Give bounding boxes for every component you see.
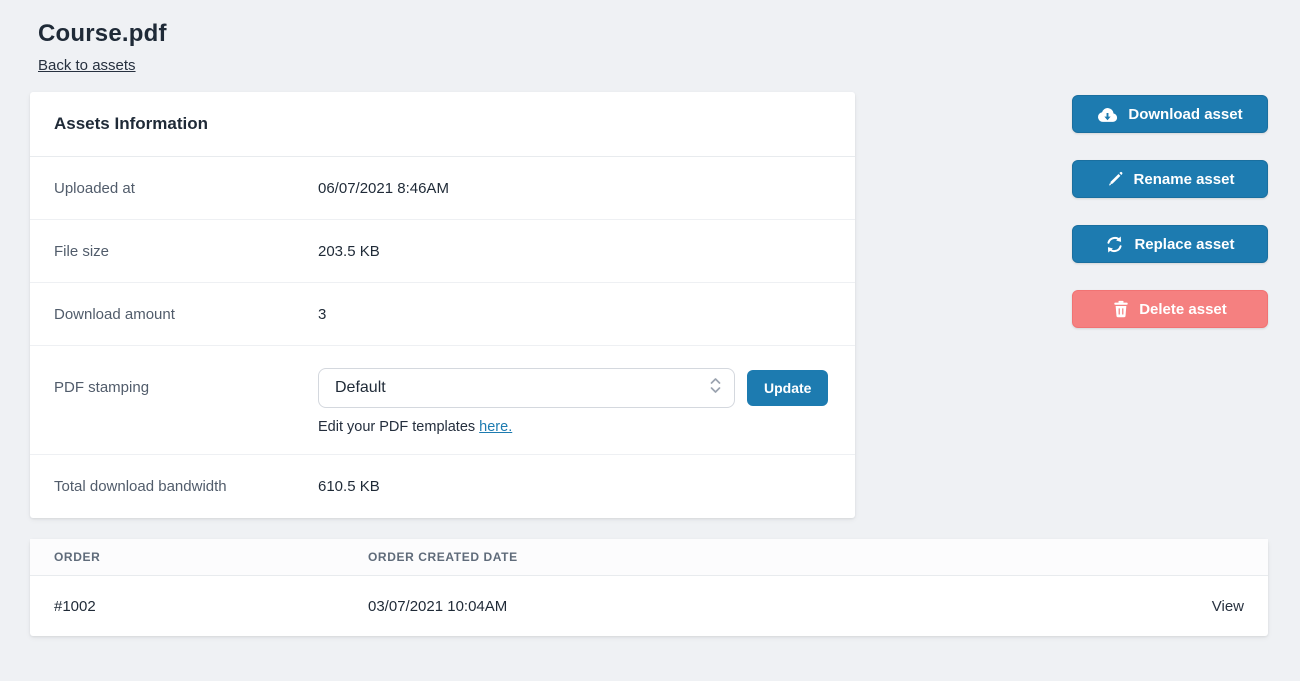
- download-asset-button[interactable]: Download asset: [1072, 95, 1268, 133]
- pdf-stamping-row: PDF stamping Default Updat: [30, 346, 855, 455]
- select-chevrons-icon: [710, 377, 721, 399]
- rename-asset-button[interactable]: Rename asset: [1072, 160, 1268, 198]
- assets-information-title: Assets Information: [30, 92, 855, 157]
- total-bandwidth-value: 610.5 KB: [318, 478, 380, 495]
- asset-actions: Download asset Rename asset: [1072, 95, 1268, 328]
- orders-table-header: ORDER ORDER CREATED DATE: [30, 539, 1268, 576]
- main-content: Assets Information Uploaded at 06/07/202…: [30, 92, 1268, 518]
- uploaded-at-row: Uploaded at 06/07/2021 8:46AM: [30, 157, 855, 220]
- pdf-stamping-controls: Default Update: [318, 368, 829, 408]
- pdf-templates-here-link[interactable]: here.: [479, 419, 513, 435]
- rename-asset-label: Rename asset: [1133, 170, 1235, 188]
- download-asset-label: Download asset: [1128, 105, 1243, 123]
- pdf-templates-helper-text: Edit your PDF templates: [318, 419, 480, 435]
- page-title: Course.pdf: [38, 20, 167, 47]
- pdf-template-select[interactable]: Default: [318, 368, 735, 408]
- file-size-row: File size 203.5 KB: [30, 220, 855, 283]
- pdf-stamping-label: PDF stamping: [54, 379, 150, 396]
- trash-icon: [1113, 300, 1129, 318]
- download-amount-label: Download amount: [54, 305, 175, 323]
- pencil-icon: [1106, 170, 1124, 188]
- uploaded-at-value: 06/07/2021 8:46AM: [318, 179, 449, 197]
- page-header: Course.pdf Back to assets: [38, 20, 1268, 75]
- total-bandwidth-row: Total download bandwidth 610.5 KB: [30, 455, 855, 518]
- orders-table-card: ORDER ORDER CREATED DATE #1002 03/07/202…: [30, 539, 1268, 636]
- download-amount-row: Download amount 3: [30, 283, 855, 346]
- order-number-cell: #1002: [54, 597, 96, 615]
- delete-asset-label: Delete asset: [1139, 300, 1227, 318]
- total-bandwidth-label: Total download bandwidth: [54, 478, 227, 495]
- sync-icon: [1105, 235, 1124, 254]
- replace-asset-label: Replace asset: [1134, 235, 1235, 253]
- order-action-cell: View: [1212, 598, 1244, 615]
- order-table-row: #1002 03/07/2021 10:04AM View: [30, 576, 1268, 636]
- order-created-date-cell: 03/07/2021 10:04AM: [368, 597, 508, 615]
- delete-asset-button[interactable]: Delete asset: [1072, 290, 1268, 328]
- order-created-date-column-header: ORDER CREATED DATE: [368, 550, 518, 564]
- file-size-label: File size: [54, 242, 110, 260]
- assets-information-card: Assets Information Uploaded at 06/07/202…: [30, 92, 855, 518]
- download-amount-value: 3: [318, 305, 327, 323]
- pdf-stamping-field: Default Update Edit your PDF templates h…: [318, 368, 829, 435]
- pdf-templates-helper: Edit your PDF templates here.: [318, 419, 828, 435]
- order-column-header: ORDER: [54, 550, 101, 564]
- uploaded-at-label: Uploaded at: [54, 179, 135, 197]
- replace-asset-button[interactable]: Replace asset: [1072, 225, 1268, 263]
- cloud-download-icon: [1097, 105, 1118, 124]
- file-size-value: 203.5 KB: [318, 242, 380, 260]
- update-button[interactable]: Update: [747, 370, 829, 406]
- view-order-link[interactable]: View: [1211, 597, 1244, 615]
- back-to-assets-link[interactable]: Back to assets: [38, 57, 136, 74]
- pdf-template-selected-value: Default: [335, 379, 386, 396]
